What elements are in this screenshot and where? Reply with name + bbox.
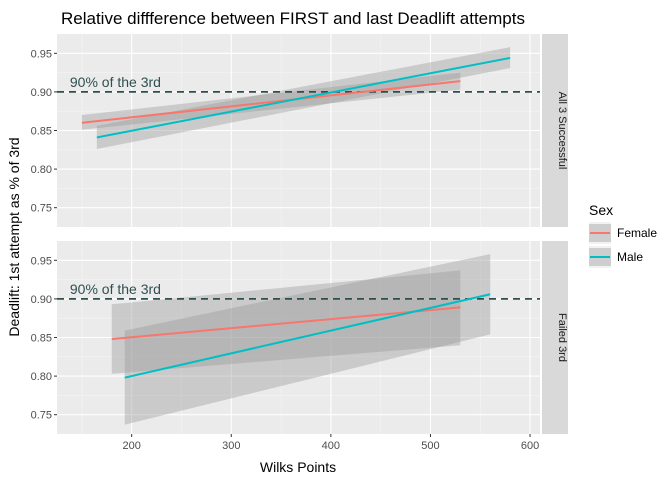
series-line-male (124, 293, 491, 379)
x-axis-title: Wilks Points (260, 459, 336, 475)
plot-panels: 90% of the 3rd 0.75 0.80 0.85 0.90 0.95 All 3 … (31, 34, 568, 434)
facet-panel: 90% of the 3rd 0.75 0.80 0.85 0.90 0.95 All 3 … (31, 34, 568, 227)
legend-label-female: Female (617, 226, 657, 240)
legend-title: Sex (589, 202, 613, 218)
y-tick-label: 0.75 (31, 410, 52, 422)
y-tick-label: 0.90 (31, 87, 52, 99)
y-tick-label: 0.80 (31, 371, 52, 383)
y-tick-label: 0.85 (31, 126, 52, 138)
series-line-female (81, 80, 461, 124)
series-line-female (111, 306, 461, 341)
confidence-band-female (111, 270, 461, 374)
y-axis-title: Deadlift: 1st attempt as % of 3rd (6, 137, 22, 336)
legend-label-male: Male (617, 250, 643, 264)
confidence-band-male (124, 254, 491, 425)
facet-strip (542, 34, 568, 227)
facet-panel: 90% of the 3rd 0.75 0.80 0.85 0.90 0.95 Failed… (31, 241, 568, 434)
x-tick-label: 500 (421, 440, 439, 452)
legend: Sex Female Male (589, 202, 657, 268)
facet-strip (542, 241, 568, 434)
chart-title: Relative diffference between FIRST and l… (61, 9, 525, 28)
x-tick-label: 600 (521, 440, 539, 452)
series-line-male (96, 56, 511, 139)
x-axis: 200 300 400 500 600 (123, 434, 539, 452)
x-tick-label: 400 (322, 440, 340, 452)
y-tick-label: 0.95 (31, 255, 52, 267)
y-tick-label: 0.85 (31, 333, 52, 345)
y-tick-label: 0.90 (31, 294, 52, 306)
facet-strip-label: Failed 3rd (556, 313, 568, 362)
y-tick-label: 0.75 (31, 203, 52, 215)
y-tick-label: 0.95 (31, 48, 52, 60)
y-tick-label: 0.80 (31, 164, 52, 176)
reference-line-label: 90% of the 3rd (70, 281, 161, 297)
reference-line-label: 90% of the 3rd (70, 74, 161, 90)
x-tick-label: 300 (222, 440, 240, 452)
x-tick-label: 200 (123, 440, 141, 452)
facet-strip-label: All 3 Successful (556, 92, 568, 170)
